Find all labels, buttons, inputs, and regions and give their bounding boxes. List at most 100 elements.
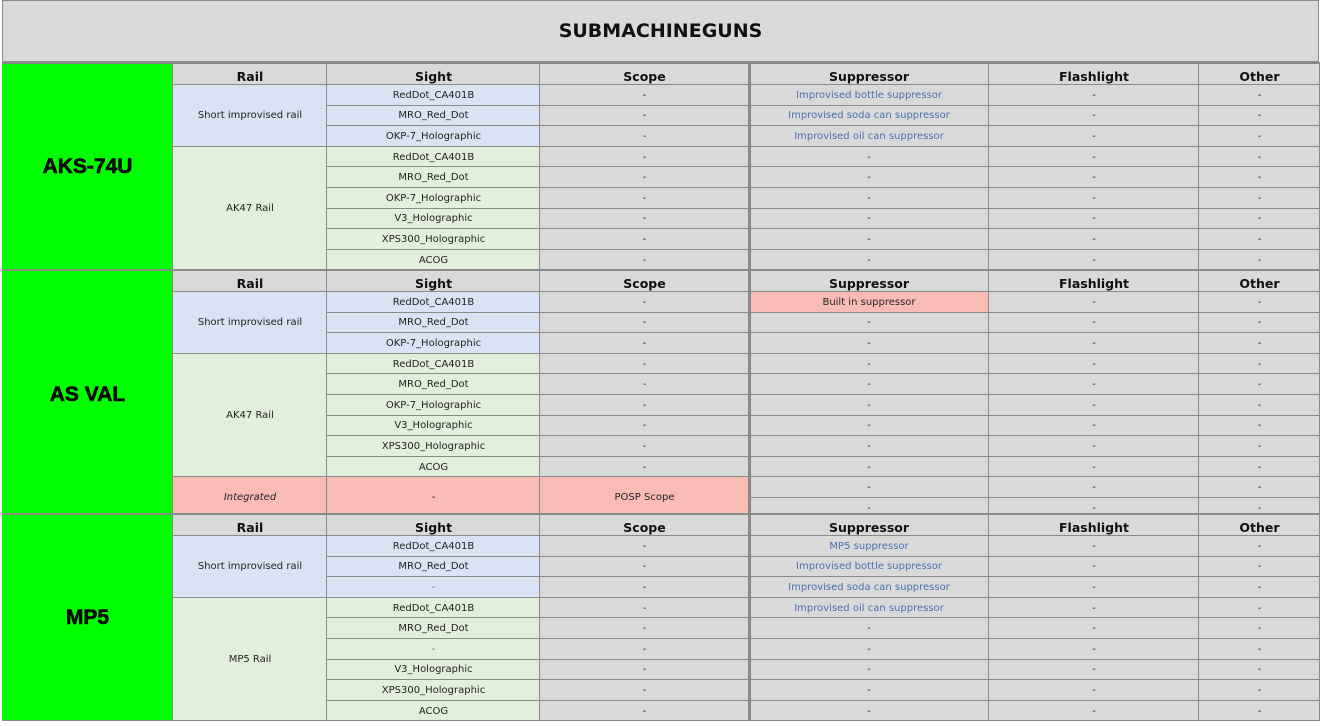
scope-cell: -	[540, 105, 749, 127]
header-sight: Sight	[327, 64, 540, 85]
flashlight-cell: -	[989, 577, 1199, 598]
sight-cell: V3_Holographic	[327, 208, 540, 230]
scope-cell: -	[540, 167, 749, 188]
header-suppressor: Suppressor	[749, 64, 989, 85]
suppressor-cell: -	[749, 659, 989, 681]
rail-group: Short improvised rail	[173, 292, 327, 354]
rail-group: AK47 Rail	[173, 353, 327, 478]
flashlight-cell: -	[989, 456, 1199, 478]
flashlight-cell: -	[989, 229, 1199, 250]
suppressor-cell: MP5 suppressor	[749, 536, 989, 557]
sight-cell: XPS300_Holographic	[327, 436, 540, 457]
suppressor-cell: -	[749, 456, 989, 478]
suppressor-cell: Improvised bottle suppressor	[749, 556, 989, 578]
other-cell: -	[1199, 187, 1320, 209]
other-cell: -	[1199, 536, 1320, 557]
other-cell: -	[1199, 618, 1320, 639]
sight-cell: ACOG	[327, 700, 540, 722]
integrated-rail: Integrated	[173, 477, 327, 519]
header-suppressor: Suppressor	[749, 515, 989, 536]
sight-cell: -	[327, 577, 540, 598]
weapon-name: AS VAL	[2, 271, 173, 519]
header-flashlight: Flashlight	[989, 64, 1199, 85]
sight-cell: -	[327, 638, 540, 660]
sight-cell: ACOG	[327, 456, 540, 478]
sight-cell: MRO_Red_Dot	[327, 312, 540, 334]
rail-group: AK47 Rail	[173, 146, 327, 271]
suppressor-cell: -	[749, 333, 989, 354]
suppressor-cell: -	[749, 638, 989, 660]
sight-cell: V3_Holographic	[327, 415, 540, 437]
scope-cell: -	[540, 374, 749, 395]
other-cell: -	[1199, 456, 1320, 478]
other-cell: -	[1199, 597, 1320, 619]
other-cell: -	[1199, 333, 1320, 354]
other-cell: -	[1199, 146, 1320, 168]
scope-cell: -	[540, 229, 749, 250]
suppressor-cell: -	[749, 146, 989, 168]
scope-cell: -	[540, 85, 749, 106]
suppressor-cell: Improvised bottle suppressor	[749, 85, 989, 106]
scope-cell: -	[540, 292, 749, 313]
flashlight-cell: -	[989, 292, 1199, 313]
other-cell: -	[1199, 312, 1320, 334]
sight-cell: MRO_Red_Dot	[327, 618, 540, 639]
header-scope: Scope	[540, 64, 749, 85]
rail-group: Short improvised rail	[173, 536, 327, 598]
other-cell: -	[1199, 415, 1320, 437]
suppressor-cell: -	[749, 680, 989, 701]
scope-cell: -	[540, 577, 749, 598]
suppressor-cell: -	[749, 249, 989, 271]
other-cell: -	[1199, 105, 1320, 127]
sight-cell: XPS300_Holographic	[327, 229, 540, 250]
other-cell: -	[1199, 394, 1320, 416]
flashlight-cell: -	[989, 536, 1199, 557]
flashlight-cell: -	[989, 700, 1199, 722]
sight-cell: RedDot_CA401B	[327, 597, 540, 619]
weapon-name: AKS-74U	[2, 64, 173, 271]
header-sight: Sight	[327, 515, 540, 536]
other-cell: -	[1199, 477, 1320, 498]
scope-cell: -	[540, 415, 749, 437]
sight-cell: MRO_Red_Dot	[327, 374, 540, 395]
scope-cell: -	[540, 597, 749, 619]
other-cell: -	[1199, 85, 1320, 106]
scope-cell: -	[540, 353, 749, 375]
suppressor-cell: -	[749, 477, 989, 498]
other-cell: -	[1199, 292, 1320, 313]
scope-cell: -	[540, 394, 749, 416]
scope-cell: -	[540, 187, 749, 209]
sight-cell: V3_Holographic	[327, 659, 540, 681]
suppressor-cell: -	[749, 374, 989, 395]
scope-cell: -	[540, 700, 749, 722]
header-other: Other	[1199, 515, 1320, 536]
flashlight-cell: -	[989, 333, 1199, 354]
header-flashlight: Flashlight	[989, 515, 1199, 536]
suppressor-cell: -	[749, 436, 989, 457]
scope-cell: -	[540, 208, 749, 230]
sight-cell: MRO_Red_Dot	[327, 556, 540, 578]
rail-group: MP5 Rail	[173, 597, 327, 722]
flashlight-cell: -	[989, 85, 1199, 106]
flashlight-cell: -	[989, 618, 1199, 639]
suppressor-cell: Improvised oil can suppressor	[749, 597, 989, 619]
header-other: Other	[1199, 64, 1320, 85]
other-cell: -	[1199, 680, 1320, 701]
flashlight-cell: -	[989, 105, 1199, 127]
flashlight-cell: -	[989, 312, 1199, 334]
integrated-scope: POSP Scope	[540, 477, 749, 519]
suppressor-cell: -	[749, 700, 989, 722]
flashlight-cell: -	[989, 477, 1199, 498]
other-cell: -	[1199, 638, 1320, 660]
other-cell: -	[1199, 126, 1320, 147]
scope-cell: -	[540, 333, 749, 354]
scope-cell: -	[540, 618, 749, 639]
other-cell: -	[1199, 700, 1320, 722]
scope-cell: -	[540, 312, 749, 334]
header-rail: Rail	[173, 271, 327, 292]
header-other: Other	[1199, 271, 1320, 292]
sight-cell: MRO_Red_Dot	[327, 105, 540, 127]
flashlight-cell: -	[989, 208, 1199, 230]
sight-cell: OKP-7_Holographic	[327, 333, 540, 354]
sight-cell: XPS300_Holographic	[327, 680, 540, 701]
